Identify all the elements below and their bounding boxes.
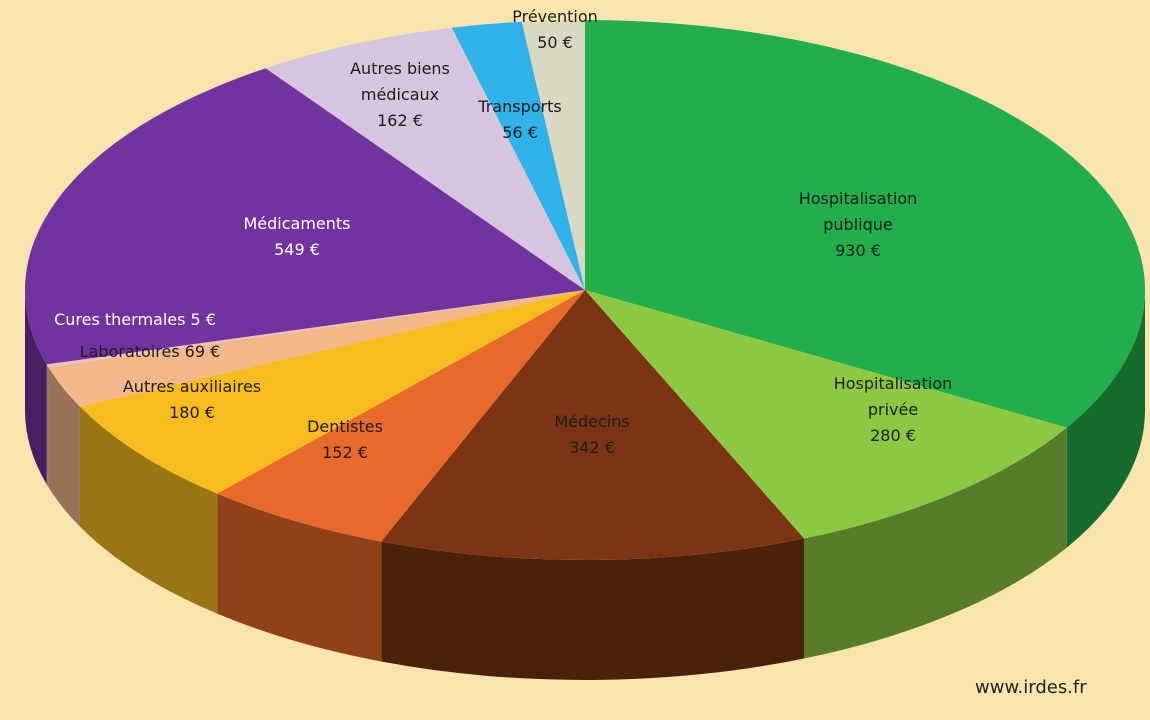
label-value: 5 € bbox=[190, 310, 216, 329]
slice bbox=[585, 20, 1146, 428]
label-name: Laboratoires bbox=[79, 342, 180, 361]
data-label: Autres auxiliaires 180 € bbox=[97, 374, 287, 426]
label-value: 162 € bbox=[377, 111, 423, 130]
slice-side bbox=[217, 493, 382, 662]
data-label: Hospitalisation privée 280 € bbox=[808, 371, 978, 449]
label-name: Transports bbox=[478, 97, 562, 116]
label-value: 56 € bbox=[502, 123, 538, 142]
data-label: Cures thermales 5 € bbox=[54, 307, 216, 333]
slice-side bbox=[79, 406, 218, 614]
slice-side bbox=[46, 364, 49, 488]
label-value: 152 € bbox=[322, 443, 368, 462]
slice-side bbox=[381, 538, 805, 680]
label-value: 69 € bbox=[184, 342, 221, 361]
label-value: 549 € bbox=[274, 240, 320, 259]
slice-side bbox=[804, 427, 1067, 659]
label-value: 180 € bbox=[169, 403, 215, 422]
source: www.irdes.fr bbox=[975, 677, 1087, 698]
label-name: Autres biens médicaux bbox=[350, 59, 450, 104]
label-name: Prévention bbox=[512, 7, 598, 26]
data-label: Transports 56 € bbox=[460, 94, 580, 146]
data-label: Autres biens médicaux 162 € bbox=[335, 56, 465, 134]
slice bbox=[217, 290, 585, 542]
slice bbox=[381, 290, 805, 560]
slice bbox=[24, 68, 586, 365]
label-name: Autres auxiliaires bbox=[122, 377, 262, 396]
data-label: Hospitalisation publique 930 € bbox=[768, 186, 948, 264]
label-name: Cures thermales bbox=[54, 310, 186, 329]
slice bbox=[48, 290, 585, 407]
slice bbox=[521, 20, 585, 290]
slice bbox=[46, 290, 586, 368]
slice-side bbox=[48, 367, 80, 527]
slice bbox=[265, 27, 585, 290]
label-value: 342 € bbox=[569, 438, 615, 457]
slice-side bbox=[25, 290, 47, 485]
data-label: Laboratoires 69 € bbox=[80, 339, 221, 365]
label-name: Dentistes bbox=[307, 417, 383, 436]
label-name: Médicaments bbox=[243, 214, 351, 233]
label-name: Hospitalisation privée bbox=[833, 374, 953, 419]
data-label: Dentistes 152 € bbox=[285, 414, 405, 466]
slice bbox=[451, 21, 585, 291]
data-label: Prévention 50 € bbox=[495, 4, 615, 56]
label-value: 280 € bbox=[870, 426, 916, 445]
data-label: Médicaments 549 € bbox=[217, 211, 377, 263]
label-name: Médecins bbox=[554, 412, 630, 431]
label-value: 50 € bbox=[537, 33, 573, 52]
slice bbox=[585, 290, 1067, 539]
slice-side bbox=[1066, 290, 1145, 548]
slice bbox=[79, 290, 586, 494]
label-value: 930 € bbox=[835, 241, 881, 260]
label-name: Hospitalisation publique bbox=[798, 189, 918, 234]
data-label: Médecins 342 € bbox=[517, 409, 667, 461]
